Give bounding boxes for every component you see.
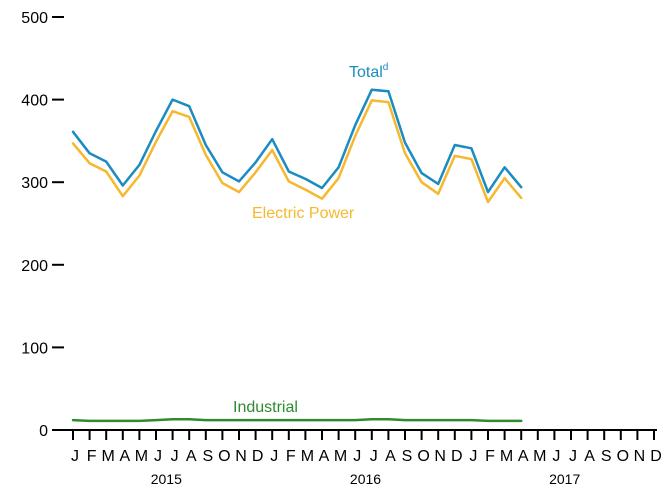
month-label: S xyxy=(202,448,213,465)
month-label: A xyxy=(518,448,529,465)
month-label: M xyxy=(500,448,513,465)
month-label: F xyxy=(485,448,495,465)
y-tick-label: 300 xyxy=(21,175,48,192)
month-label: D xyxy=(451,448,463,465)
y-tick-label: 100 xyxy=(21,340,48,357)
year-label: 2015 xyxy=(151,471,182,487)
month-label: J xyxy=(569,448,577,465)
month-label: O xyxy=(218,448,230,465)
year-label: 2016 xyxy=(350,471,381,487)
month-label: A xyxy=(385,448,396,465)
y-tick-label: 400 xyxy=(21,93,48,110)
month-label: A xyxy=(119,448,130,465)
month-label: M xyxy=(102,448,115,465)
month-label: M xyxy=(334,448,347,465)
series-label-electric-power: Electric Power xyxy=(252,205,355,222)
chart-series xyxy=(71,88,523,423)
month-label: N xyxy=(434,448,446,465)
month-label: J xyxy=(71,448,79,465)
month-label: J xyxy=(270,448,278,465)
month-label: J xyxy=(370,448,378,465)
month-label: N xyxy=(634,448,646,465)
month-label: D xyxy=(650,448,662,465)
series-label-industrial: Industrial xyxy=(233,399,298,416)
series-label-superscript: d xyxy=(383,62,389,73)
month-label: A xyxy=(584,448,595,465)
month-label: A xyxy=(319,448,330,465)
month-label: J xyxy=(353,448,361,465)
series-line-total xyxy=(71,88,523,194)
month-label: M xyxy=(135,448,148,465)
month-label: A xyxy=(186,448,197,465)
series-line-industrial xyxy=(71,418,523,423)
month-label: J xyxy=(171,448,179,465)
year-label: 2017 xyxy=(549,471,580,487)
month-label: S xyxy=(601,448,612,465)
month-label: M xyxy=(301,448,314,465)
month-label: J xyxy=(469,448,477,465)
month-label: S xyxy=(402,448,413,465)
y-tick-label: 0 xyxy=(39,423,48,440)
y-tick-label: 500 xyxy=(21,10,48,27)
series-label-total: Totald xyxy=(349,62,388,81)
month-label: N xyxy=(235,448,247,465)
month-label: D xyxy=(252,448,264,465)
series-line-electric-power xyxy=(71,99,523,204)
month-label: M xyxy=(533,448,546,465)
month-label: F xyxy=(286,448,296,465)
month-label: J xyxy=(552,448,560,465)
month-label: O xyxy=(417,448,429,465)
series-labels: Totald Electric Power Industrial xyxy=(233,62,388,416)
y-tick-label: 200 xyxy=(21,258,48,275)
month-label: J xyxy=(154,448,162,465)
month-label: O xyxy=(617,448,629,465)
month-label: F xyxy=(87,448,97,465)
